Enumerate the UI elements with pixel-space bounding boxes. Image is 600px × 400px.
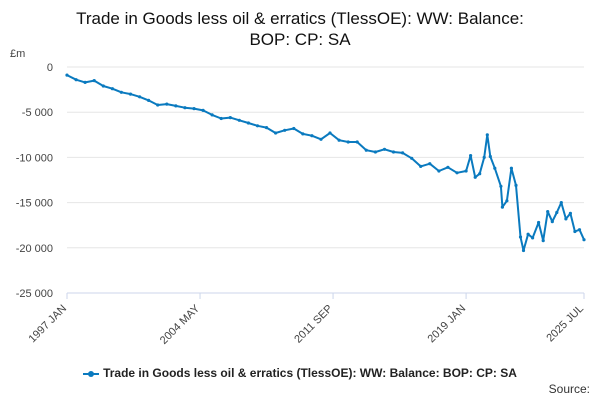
data-point	[568, 211, 573, 215]
data-point	[274, 131, 278, 135]
data-point	[328, 131, 332, 135]
y-tick-label: -10 000	[16, 152, 53, 164]
data-point	[564, 217, 568, 221]
y-tick-label: -20 000	[16, 243, 53, 255]
legend-label: Trade in Goods less oil & erratics (Tles…	[103, 366, 517, 380]
data-point	[337, 138, 341, 142]
data-point	[391, 150, 396, 154]
data-point	[128, 92, 133, 96]
y-tick-label: 0	[47, 62, 53, 74]
data-point	[183, 106, 187, 110]
chart-legend[interactable]: Trade in Goods less oil & erratics (Tles…	[0, 366, 600, 380]
data-point	[526, 232, 530, 236]
y-tick-label: -25 000	[16, 288, 53, 300]
data-point	[428, 162, 432, 166]
data-point	[83, 80, 87, 84]
data-point	[101, 84, 105, 88]
data-point	[518, 235, 523, 239]
data-point	[410, 156, 414, 160]
data-point	[165, 102, 169, 106]
chart-title-line: Trade in Goods less oil & erratics (Tles…	[76, 9, 524, 28]
data-point	[521, 248, 526, 253]
data-point	[255, 124, 260, 128]
data-point	[219, 116, 223, 121]
data-point	[246, 121, 250, 125]
data-point	[228, 116, 232, 120]
data-point	[138, 95, 142, 99]
data-point	[505, 199, 509, 203]
data-point	[514, 183, 518, 187]
data-point	[65, 73, 69, 77]
data-point	[546, 210, 550, 214]
y-axis-label: £m	[10, 48, 25, 60]
data-point	[550, 220, 554, 224]
data-point	[237, 118, 241, 122]
source-label[interactable]: Source:	[548, 382, 590, 396]
chart-title-line: BOP: CP: SA	[249, 30, 351, 49]
data-point	[577, 228, 582, 232]
legend-swatch-icon	[83, 370, 100, 377]
data-point	[110, 87, 114, 91]
data-point	[478, 172, 482, 176]
data-point	[531, 236, 535, 240]
data-point	[555, 210, 559, 215]
data-point	[509, 166, 513, 170]
data-point	[364, 148, 368, 152]
data-point	[382, 147, 387, 151]
data-point	[401, 151, 405, 155]
data-point	[74, 78, 78, 82]
data-point	[201, 108, 205, 112]
x-tick-label: 2019 JAN	[426, 303, 469, 346]
y-tick-label: -15 000	[16, 198, 53, 210]
data-point	[92, 79, 96, 83]
data-point	[469, 154, 473, 158]
data-point	[559, 201, 563, 205]
data-point	[464, 169, 468, 173]
series-line	[66, 74, 585, 252]
chart-title-text: Trade in Goods less oil & erratics (Tles…	[0, 8, 600, 50]
data-point	[493, 166, 497, 170]
data-point	[499, 184, 503, 188]
data-point	[485, 133, 489, 137]
data-point	[500, 205, 504, 209]
x-tick-label: 2011 SEP	[292, 303, 335, 346]
data-point	[301, 132, 305, 136]
data-point	[156, 103, 160, 107]
data-point	[419, 164, 423, 168]
data-point	[488, 154, 492, 159]
data-point	[573, 229, 577, 234]
data-point	[283, 128, 287, 132]
data-point	[192, 107, 196, 111]
data-point	[210, 113, 214, 117]
x-tick-label: 1997 JAN	[26, 303, 69, 346]
data-point	[147, 98, 151, 102]
data-point	[537, 220, 541, 225]
data-point	[292, 126, 296, 131]
chart-title: Trade in Goods less oil & erratics (Tles…	[0, 8, 600, 50]
x-tick-label: 2025 JUL	[544, 303, 586, 345]
data-point	[437, 169, 441, 173]
data-point	[373, 150, 377, 154]
data-point	[310, 134, 314, 138]
data-point	[482, 155, 486, 159]
data-point	[582, 238, 586, 242]
y-tick-label: -5 000	[22, 107, 53, 119]
data-point	[541, 239, 545, 243]
data-point	[346, 140, 350, 144]
data-point	[264, 126, 269, 130]
data-point	[455, 171, 459, 175]
data-point	[319, 137, 323, 141]
data-point	[446, 165, 450, 169]
data-point	[119, 90, 123, 94]
x-tick-label: 2004 MAY	[158, 302, 203, 347]
data-point	[473, 175, 477, 179]
data-point	[174, 104, 178, 108]
data-point	[355, 140, 359, 144]
